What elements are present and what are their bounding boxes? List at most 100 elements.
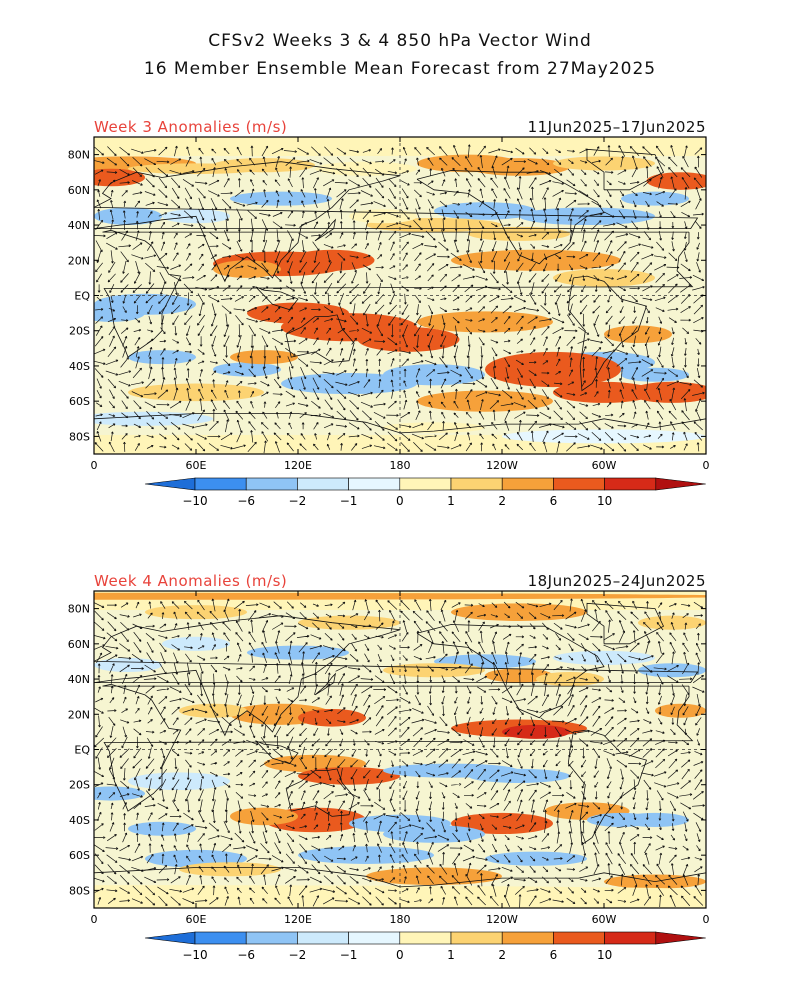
colorbar-tick-label: −6 xyxy=(237,948,255,962)
latitude-tick-label: 20S xyxy=(69,779,90,792)
colorbar-tick-label: 1 xyxy=(447,948,455,962)
anomaly-region xyxy=(553,650,655,665)
coastline xyxy=(567,275,648,392)
anomaly-region xyxy=(94,885,706,896)
anomaly-region xyxy=(298,615,400,630)
anomaly-region xyxy=(383,825,485,843)
coastline xyxy=(255,286,299,311)
latitude-tick-label: 20N xyxy=(68,254,90,267)
anomaly-region xyxy=(485,351,621,388)
latitude-tick-label: 40N xyxy=(68,219,90,232)
longitude-tick-label: 180 xyxy=(390,459,411,472)
anomaly-region xyxy=(213,158,315,173)
chart-title-line-2: 16 Member Ensemble Mean Forecast from 27… xyxy=(143,59,657,79)
longitude-tick-label: 180 xyxy=(390,913,411,926)
anomaly-region xyxy=(468,158,570,176)
anomaly-region xyxy=(451,249,621,271)
coastline xyxy=(102,229,694,358)
anomaly-region xyxy=(383,364,485,386)
colorbar-tick-label: −1 xyxy=(340,494,358,508)
week4-date-range: 18Jun2025–24Jun2025 xyxy=(527,572,706,590)
anomaly-region xyxy=(502,429,706,444)
longitude-tick-label: 60E xyxy=(186,459,207,472)
anomaly-region xyxy=(94,304,145,322)
coastline xyxy=(567,729,648,846)
colorbar-tick-label: −10 xyxy=(182,494,207,508)
latitude-tick-label: 80S xyxy=(69,430,90,443)
colorbar: −10 −6 −2 −1 0 1 2 6 10 xyxy=(144,931,706,962)
anomaly-region xyxy=(145,605,247,620)
colorbar-tick-label: 6 xyxy=(550,494,558,508)
chart-title-line-1: CFSv2 Weeks 3 & 4 850 hPa Vector Wind xyxy=(208,31,592,51)
latitude-tick-label: 80S xyxy=(69,884,90,897)
colorbar-tick-label: 2 xyxy=(498,948,506,962)
anomaly-region xyxy=(468,768,570,783)
latitude-tick-label: 20N xyxy=(68,708,90,721)
anomaly-region xyxy=(94,168,145,187)
anomaly-region xyxy=(417,390,553,412)
week4-panel-label: Week 4 Anomalies (m/s) xyxy=(94,572,288,590)
anomaly-region xyxy=(468,226,570,241)
longitude-tick-label: 120W xyxy=(486,459,518,472)
latitude-tick-label: 40S xyxy=(69,360,90,373)
longitude-tick-label: 0 xyxy=(91,913,98,926)
anomaly-region xyxy=(94,786,145,801)
wind-vectors xyxy=(94,144,705,454)
anomaly-region xyxy=(621,812,689,827)
latitude-tick-label: EQ xyxy=(74,744,90,757)
coastline xyxy=(94,615,699,737)
coastline xyxy=(285,314,355,363)
coastline xyxy=(586,148,665,191)
anomaly-region xyxy=(383,663,485,678)
coastline xyxy=(94,867,706,888)
anomaly-region xyxy=(502,724,570,739)
coastline xyxy=(94,161,699,283)
week3-panel-label: Week 3 Anomalies (m/s) xyxy=(94,118,288,136)
anomaly-region xyxy=(553,381,655,403)
longitude-tick-label: 0 xyxy=(703,459,710,472)
coastline xyxy=(285,768,355,817)
anomaly-region xyxy=(281,372,417,395)
coastline xyxy=(102,683,694,812)
anomaly-region xyxy=(604,325,672,344)
longitude-tick-label: 60E xyxy=(186,913,207,926)
anomaly-region xyxy=(162,636,230,651)
anomaly-region xyxy=(128,383,264,402)
latitude-tick-label: EQ xyxy=(74,290,90,303)
wind-vectors xyxy=(94,598,705,908)
anomaly-region xyxy=(94,592,706,600)
week3-date-range: 11Jun2025–17Jun2025 xyxy=(527,118,706,136)
latitude-tick-label: 80N xyxy=(68,149,90,162)
anomaly-region xyxy=(230,191,332,206)
longitude-tick-label: 60W xyxy=(592,913,617,926)
colorbar-tick-label: −1 xyxy=(340,948,358,962)
coastline xyxy=(314,218,337,242)
colorbar-tick-label: 2 xyxy=(498,494,506,508)
colorbar-tick-label: 0 xyxy=(396,948,404,962)
anomaly-region xyxy=(553,269,655,287)
longitude-tick-label: 0 xyxy=(703,913,710,926)
anomaly-region xyxy=(128,772,230,791)
anomaly-region xyxy=(289,249,375,271)
latitude-tick-label: 40S xyxy=(69,814,90,827)
anomaly-region xyxy=(179,862,281,877)
longitude-tick-label: 120E xyxy=(284,913,312,926)
anomaly-region xyxy=(298,708,366,727)
longitude-tick-label: 60W xyxy=(592,459,617,472)
anomaly-region xyxy=(230,807,298,826)
colorbar-tick-label: 6 xyxy=(550,948,558,962)
colorbar-tick-label: −2 xyxy=(289,494,307,508)
latitude-tick-label: 20S xyxy=(69,325,90,338)
anomaly-region xyxy=(128,350,196,365)
anomaly-region xyxy=(451,812,553,835)
coastline xyxy=(255,740,299,765)
colorbar: −10 −6 −2 −1 0 1 2 6 10 xyxy=(144,477,706,508)
colorbar-tick-label: 10 xyxy=(597,494,612,508)
anomaly-region xyxy=(553,156,655,171)
anomaly-region xyxy=(128,821,196,836)
latitude-tick-label: 60S xyxy=(69,849,90,862)
anomaly-region xyxy=(655,703,706,718)
